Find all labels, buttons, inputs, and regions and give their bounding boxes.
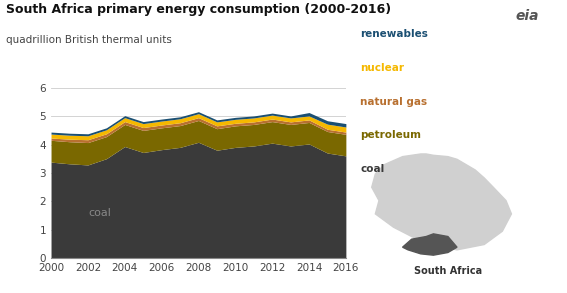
Polygon shape xyxy=(403,234,457,255)
Text: coal: coal xyxy=(88,207,111,217)
Text: petroleum: petroleum xyxy=(360,130,421,140)
Text: coal: coal xyxy=(360,164,384,174)
Text: South Africa primary energy consumption (2000-2016): South Africa primary energy consumption … xyxy=(6,3,391,16)
Text: South Africa: South Africa xyxy=(414,267,482,277)
Text: quadrillion British thermal units: quadrillion British thermal units xyxy=(6,35,172,45)
Text: eia: eia xyxy=(516,9,539,23)
Polygon shape xyxy=(372,154,511,250)
Text: renewables: renewables xyxy=(360,29,428,39)
Text: natural gas: natural gas xyxy=(360,97,427,107)
Text: nuclear: nuclear xyxy=(360,63,404,73)
